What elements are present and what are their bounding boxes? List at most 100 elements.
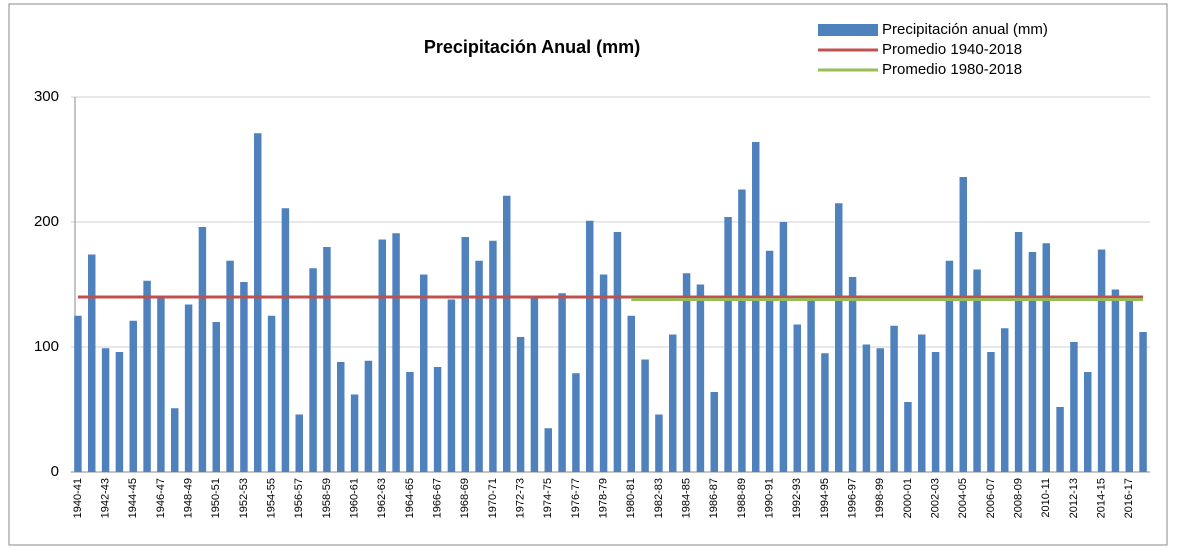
- bar: [876, 348, 884, 472]
- bar: [267, 315, 276, 472]
- bar: [862, 344, 871, 472]
- bar: [918, 334, 926, 472]
- bar: [475, 260, 483, 472]
- x-tick-label: 1972-73: [514, 478, 526, 518]
- x-tick-label: 1974-75: [542, 478, 554, 518]
- bar: [364, 360, 373, 472]
- bar: [973, 269, 981, 472]
- bar: [987, 352, 995, 472]
- x-tick-label: 2000-01: [902, 478, 914, 518]
- x-tick-label: 1942-43: [99, 478, 111, 518]
- bar: [1097, 249, 1106, 472]
- x-tick-label: 1984-85: [680, 478, 692, 518]
- bar: [821, 353, 829, 472]
- x-tick-label: 1976-77: [570, 478, 582, 518]
- bar: [627, 315, 635, 472]
- chart-title: Precipitación Anual (mm): [424, 37, 640, 57]
- x-tick-label: 1992-93: [791, 478, 803, 518]
- x-tick-label: 1956-57: [293, 478, 305, 518]
- bar: [516, 337, 525, 472]
- bar: [1042, 243, 1050, 472]
- bar: [184, 304, 193, 472]
- x-tick-label: 1966-67: [431, 478, 443, 518]
- x-tick-label: 1994-95: [819, 478, 831, 518]
- x-tick-label: 1964-65: [404, 478, 416, 518]
- bar: [1056, 407, 1064, 472]
- x-tick-label: 1986-87: [708, 478, 720, 518]
- bar: [1125, 295, 1133, 472]
- bar: [337, 362, 345, 472]
- bar: [572, 373, 580, 472]
- x-tick-label: 1970-71: [487, 478, 499, 518]
- bar: [793, 324, 801, 472]
- x-tick-label: 1980-81: [625, 478, 637, 518]
- bar: [420, 274, 428, 472]
- bar: [890, 325, 898, 472]
- y-tick-label: 200: [34, 213, 59, 230]
- bar: [1001, 328, 1009, 472]
- bar: [544, 428, 552, 472]
- y-tick-label: 0: [51, 463, 59, 480]
- bar: [530, 298, 539, 472]
- bar: [641, 359, 649, 472]
- bar: [945, 260, 954, 472]
- bar: [696, 284, 705, 472]
- x-tick-label: 2002-03: [929, 478, 941, 518]
- x-tick-label: 1944-45: [127, 478, 139, 518]
- x-tick-label: 2012-13: [1068, 478, 1080, 518]
- bar: [1139, 332, 1147, 472]
- bar: [309, 268, 317, 472]
- x-tick-label: 2004-05: [957, 478, 969, 518]
- bar: [765, 250, 774, 472]
- legend-swatch: [818, 24, 878, 36]
- x-tick-label: 1990-91: [763, 478, 775, 518]
- bar: [558, 293, 566, 472]
- bar: [1111, 289, 1120, 472]
- bar: [904, 402, 912, 472]
- bar: [447, 299, 456, 472]
- bar: [406, 372, 414, 472]
- x-tick-label: 1968-69: [459, 478, 471, 518]
- x-tick-label: 2016-17: [1123, 478, 1135, 518]
- bar: [489, 240, 497, 472]
- x-tick-label: 1982-83: [653, 478, 665, 518]
- bar: [1014, 232, 1023, 472]
- x-tick-label: 1950-51: [210, 478, 222, 518]
- bar: [848, 277, 857, 472]
- bar: [88, 254, 96, 472]
- bar: [281, 208, 290, 472]
- bar: [433, 367, 442, 472]
- bar: [655, 414, 663, 472]
- bar: [835, 203, 843, 472]
- bar: [779, 222, 788, 472]
- bar: [157, 298, 165, 472]
- bar: [669, 334, 677, 472]
- bar: [959, 177, 967, 472]
- bar: [254, 133, 262, 472]
- x-tick-label: 2008-09: [1012, 478, 1024, 518]
- bar: [240, 282, 248, 472]
- x-tick-label: 1946-47: [155, 478, 167, 518]
- bar: [503, 195, 511, 472]
- bar: [392, 233, 400, 472]
- bar: [295, 414, 303, 472]
- x-tick-label: 1960-61: [348, 478, 360, 518]
- bar: [752, 142, 760, 472]
- y-tick-label: 300: [34, 88, 59, 105]
- bar: [350, 394, 359, 472]
- x-tick-label: 1996-97: [846, 478, 858, 518]
- x-tick-label: 1948-49: [182, 478, 194, 518]
- bar: [1070, 342, 1078, 472]
- bar: [323, 247, 331, 472]
- x-tick-label: 2014-15: [1095, 478, 1107, 518]
- x-tick-label: 1962-63: [376, 478, 388, 518]
- bar: [738, 189, 746, 472]
- bar: [807, 300, 815, 472]
- bar: [931, 352, 940, 472]
- bar: [378, 239, 386, 472]
- bar: [226, 260, 234, 472]
- bar: [198, 227, 207, 472]
- bar: [115, 352, 124, 472]
- bar: [143, 280, 151, 472]
